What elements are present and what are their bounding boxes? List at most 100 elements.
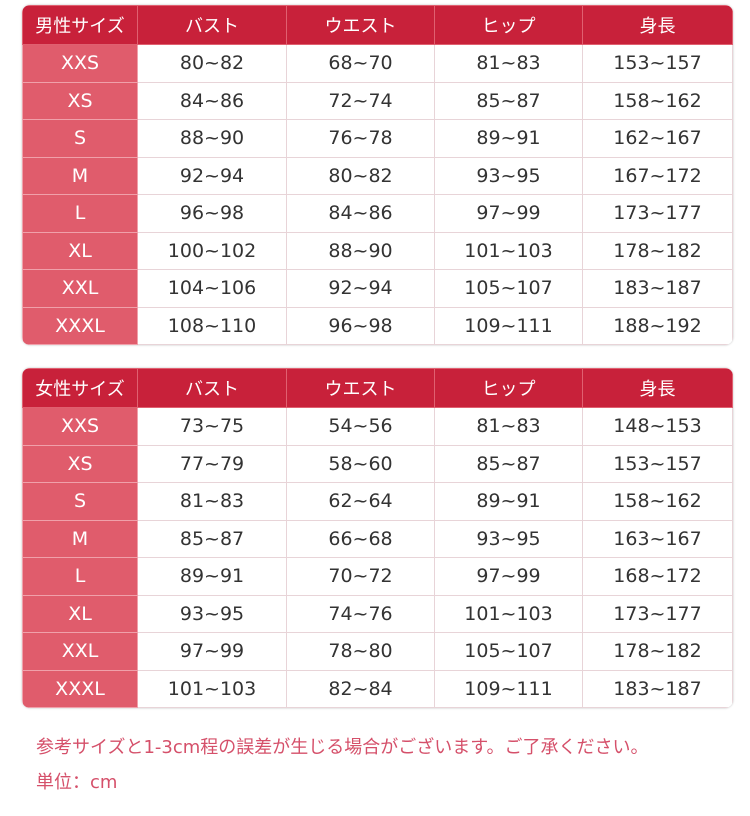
measurement-cell: 178~182 <box>582 231 733 270</box>
measurement-cell: 101~103 <box>137 669 287 708</box>
measurement-cell: 72~74 <box>286 81 435 120</box>
table-row: XXXL 101~103 82~84 109~111 183~187 <box>22 669 733 708</box>
measurement-cell: 81~83 <box>137 482 287 521</box>
measurement-cell: 85~87 <box>137 519 287 558</box>
measurement-cell: 80~82 <box>286 156 435 195</box>
size-label: XXL <box>22 632 138 671</box>
column-header: バスト <box>137 368 287 408</box>
measurement-cell: 162~167 <box>582 119 733 158</box>
measurement-cell: 97~99 <box>434 194 583 233</box>
size-label: M <box>22 156 138 195</box>
measurement-cell: 80~82 <box>137 44 287 83</box>
measurement-cell: 81~83 <box>434 44 583 83</box>
measurement-cell: 88~90 <box>286 231 435 270</box>
measurement-cell: 96~98 <box>137 194 287 233</box>
size-label: XS <box>22 81 138 120</box>
table-row: XXL 104~106 92~94 105~107 183~187 <box>22 269 733 308</box>
measurement-cell: 76~78 <box>286 119 435 158</box>
column-header: 男性サイズ <box>22 5 138 45</box>
table-row: XS 77~79 58~60 85~87 153~157 <box>22 444 733 483</box>
measurement-cell: 74~76 <box>286 594 435 633</box>
measurement-cell: 153~157 <box>582 44 733 83</box>
measurement-cell: 85~87 <box>434 444 583 483</box>
measurement-cell: 77~79 <box>137 444 287 483</box>
measurement-cell: 96~98 <box>286 306 435 345</box>
measurement-cell: 54~56 <box>286 407 435 446</box>
measurement-cell: 158~162 <box>582 81 733 120</box>
size-label: XXXL <box>22 669 138 708</box>
size-label: XXXL <box>22 306 138 345</box>
size-label: L <box>22 194 138 233</box>
measurement-cell: 58~60 <box>286 444 435 483</box>
measurement-cell: 78~80 <box>286 632 435 671</box>
measurement-cell: 109~111 <box>434 306 583 345</box>
size-label: L <box>22 557 138 596</box>
table-row: XXS 73~75 54~56 81~83 148~153 <box>22 407 733 446</box>
size-label: S <box>22 482 138 521</box>
measurement-cell: 88~90 <box>137 119 287 158</box>
size-label: S <box>22 119 138 158</box>
measurement-cell: 70~72 <box>286 557 435 596</box>
measurement-cell: 109~111 <box>434 669 583 708</box>
measurement-cell: 89~91 <box>434 119 583 158</box>
measurement-cell: 168~172 <box>582 557 733 596</box>
column-header: ウエスト <box>286 368 435 408</box>
measurement-cell: 93~95 <box>137 594 287 633</box>
measurement-cell: 158~162 <box>582 482 733 521</box>
table-row: S 81~83 62~64 89~91 158~162 <box>22 482 733 521</box>
measurement-cell: 101~103 <box>434 594 583 633</box>
column-header: 女性サイズ <box>22 368 138 408</box>
measurement-cell: 66~68 <box>286 519 435 558</box>
measurement-cell: 173~177 <box>582 194 733 233</box>
women-size-table: 女性サイズ バスト ウエスト ヒップ 身長 XXS 73~75 54~56 81~83 148~1… <box>22 368 733 708</box>
size-label: XL <box>22 231 138 270</box>
measurement-cell: 148~153 <box>582 407 733 446</box>
measurement-cell: 73~75 <box>137 407 287 446</box>
table-row: XXL 97~99 78~80 105~107 178~182 <box>22 632 733 671</box>
measurement-cell: 173~177 <box>582 594 733 633</box>
measurement-cell: 153~157 <box>582 444 733 483</box>
measurement-cell: 188~192 <box>582 306 733 345</box>
measurement-cell: 82~84 <box>286 669 435 708</box>
measurement-cell: 62~64 <box>286 482 435 521</box>
column-header: ヒップ <box>434 5 583 45</box>
measurement-cell: 167~172 <box>582 156 733 195</box>
measurement-cell: 92~94 <box>137 156 287 195</box>
table-row: XXXL 108~110 96~98 109~111 188~192 <box>22 306 733 345</box>
measurement-cell: 100~102 <box>137 231 287 270</box>
measurement-cell: 93~95 <box>434 519 583 558</box>
measurement-cell: 92~94 <box>286 269 435 308</box>
header-row: 女性サイズ バスト ウエスト ヒップ 身長 <box>22 368 733 408</box>
measurement-cell: 81~83 <box>434 407 583 446</box>
measurement-cell: 101~103 <box>434 231 583 270</box>
column-header: 身長 <box>582 368 733 408</box>
column-header: バスト <box>137 5 287 45</box>
measurement-cell: 108~110 <box>137 306 287 345</box>
measurement-cell: 183~187 <box>582 269 733 308</box>
table-row: M 85~87 66~68 93~95 163~167 <box>22 519 733 558</box>
table-row: XXS 80~82 68~70 81~83 153~157 <box>22 44 733 83</box>
measurement-cell: 104~106 <box>137 269 287 308</box>
header-row: 男性サイズ バスト ウエスト ヒップ 身長 <box>22 5 733 45</box>
unit-note: 単位：cm <box>36 772 118 793</box>
table-row: S 88~90 76~78 89~91 162~167 <box>22 119 733 158</box>
men-size-table: 男性サイズ バスト ウエスト ヒップ 身長 XXS 80~82 68~70 81~83 153~1… <box>22 5 733 345</box>
column-header: ヒップ <box>434 368 583 408</box>
measurement-cell: 97~99 <box>434 557 583 596</box>
table-row: XL 93~95 74~76 101~103 173~177 <box>22 594 733 633</box>
column-header: ウエスト <box>286 5 435 45</box>
table-row: L 89~91 70~72 97~99 168~172 <box>22 557 733 596</box>
measurement-cell: 105~107 <box>434 269 583 308</box>
measurement-cell: 97~99 <box>137 632 287 671</box>
table-row: XS 84~86 72~74 85~87 158~162 <box>22 81 733 120</box>
size-label: XS <box>22 444 138 483</box>
size-label: XL <box>22 594 138 633</box>
size-label: XXL <box>22 269 138 308</box>
measurement-cell: 163~167 <box>582 519 733 558</box>
measurement-cell: 183~187 <box>582 669 733 708</box>
measurement-cell: 85~87 <box>434 81 583 120</box>
measurement-cell: 89~91 <box>137 557 287 596</box>
measurement-cell: 93~95 <box>434 156 583 195</box>
table-row: M 92~94 80~82 93~95 167~172 <box>22 156 733 195</box>
measurement-cell: 84~86 <box>286 194 435 233</box>
